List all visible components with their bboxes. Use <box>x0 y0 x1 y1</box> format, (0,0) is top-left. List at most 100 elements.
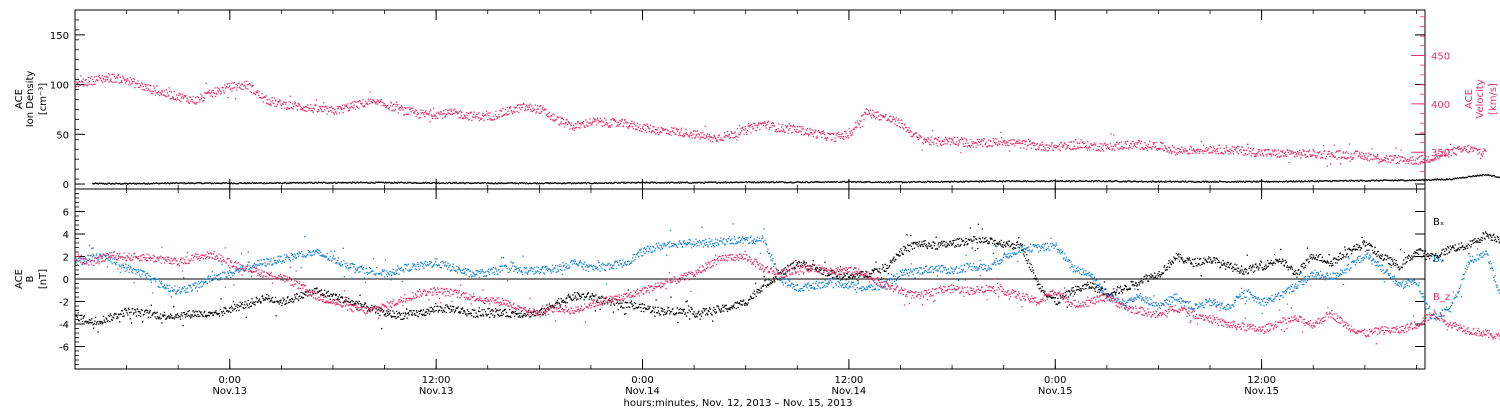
data-point <box>911 131 912 132</box>
data-point <box>596 124 597 125</box>
data-point <box>474 112 475 113</box>
data-point <box>1028 139 1029 140</box>
data-point <box>1048 150 1049 151</box>
data-point <box>1282 152 1283 153</box>
data-point <box>305 106 306 107</box>
data-point <box>251 92 252 93</box>
data-point <box>337 106 338 107</box>
data-point <box>1073 148 1074 149</box>
data-point <box>683 134 684 135</box>
data-point <box>1494 175 1495 176</box>
data-point <box>174 318 175 319</box>
data-point <box>183 97 184 98</box>
data-point <box>1217 151 1218 152</box>
data-point <box>541 111 542 112</box>
data-point <box>302 292 303 293</box>
data-point <box>98 323 99 324</box>
data-point <box>301 107 302 108</box>
data-point <box>190 101 191 102</box>
data-point <box>710 140 711 141</box>
data-point <box>1086 147 1087 148</box>
data-point <box>130 312 131 313</box>
data-point <box>588 125 589 126</box>
data-point <box>489 308 490 309</box>
data-point <box>248 300 249 301</box>
data-point <box>753 128 754 129</box>
data-point <box>967 146 968 147</box>
data-point <box>498 117 499 118</box>
data-point <box>1468 152 1469 153</box>
data-point <box>1465 146 1466 147</box>
data-point <box>1311 155 1312 156</box>
data-point <box>1323 145 1324 146</box>
data-point <box>270 300 271 301</box>
data-point <box>145 86 146 87</box>
data-point <box>368 99 369 100</box>
data-point <box>171 98 172 99</box>
data-point <box>418 311 419 312</box>
data-point <box>703 134 704 135</box>
data-point <box>1094 142 1095 143</box>
data-point <box>377 313 378 314</box>
data-point <box>711 137 712 138</box>
data-point <box>489 317 490 318</box>
data-point <box>119 314 120 315</box>
data-point <box>508 113 509 114</box>
data-point <box>1334 145 1335 146</box>
data-point <box>594 296 595 297</box>
data-point <box>1397 162 1398 163</box>
y-tick-label: -6 <box>59 343 69 354</box>
data-point <box>93 328 94 329</box>
data-point <box>1131 143 1132 144</box>
data-point <box>512 313 513 314</box>
data-point <box>572 294 573 295</box>
data-point <box>1316 157 1317 158</box>
data-point <box>1264 150 1265 151</box>
data-point <box>930 139 931 140</box>
data-point <box>323 111 324 112</box>
data-point <box>123 315 124 316</box>
data-point <box>345 105 346 106</box>
data-point <box>562 123 563 124</box>
y2-axis-label-line: ACE <box>1464 89 1475 109</box>
data-point <box>610 127 611 128</box>
data-point <box>1156 148 1157 149</box>
data-point <box>416 110 417 111</box>
data-point <box>841 136 842 137</box>
data-point <box>586 296 587 297</box>
data-point <box>702 137 703 138</box>
data-point <box>505 309 506 310</box>
data-point <box>388 108 389 109</box>
data-point <box>894 123 895 124</box>
data-point <box>442 118 443 119</box>
data-point <box>494 119 495 120</box>
data-point <box>971 141 972 142</box>
data-point <box>546 115 547 116</box>
data-point <box>929 142 930 143</box>
data-point <box>333 293 334 294</box>
data-point <box>910 130 911 131</box>
data-point <box>1301 152 1302 153</box>
data-point <box>384 103 385 104</box>
data-point <box>1265 149 1266 150</box>
data-point <box>1305 154 1306 155</box>
data-point <box>91 76 92 77</box>
data-point <box>1058 145 1059 146</box>
data-point <box>434 306 435 307</box>
data-point <box>549 116 550 117</box>
data-point <box>811 132 812 133</box>
data-point <box>576 299 577 300</box>
data-point <box>202 315 203 316</box>
data-point <box>387 315 388 316</box>
data-point <box>440 307 441 308</box>
data-point <box>1004 140 1005 141</box>
data-point <box>487 119 488 120</box>
data-point <box>182 325 183 326</box>
data-point <box>266 294 267 295</box>
data-point <box>852 132 853 133</box>
data-point <box>137 308 138 309</box>
data-point <box>467 118 468 119</box>
data-point <box>866 108 867 109</box>
data-point <box>318 109 319 110</box>
